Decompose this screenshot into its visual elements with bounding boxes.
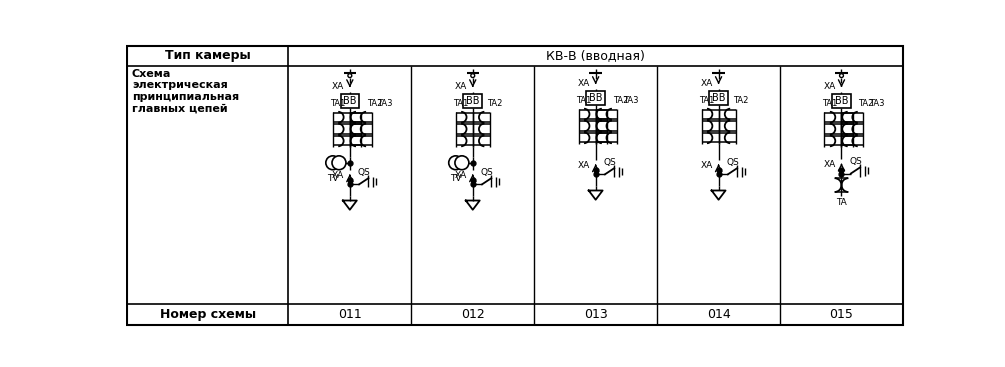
Text: TA1: TA1 (576, 96, 592, 105)
Text: TA1: TA1 (822, 99, 837, 108)
Text: BB: BB (343, 96, 357, 106)
Circle shape (448, 156, 462, 170)
Text: QS: QS (727, 157, 739, 167)
Text: XA: XA (824, 82, 836, 91)
Text: КВ-В (вводная): КВ-В (вводная) (547, 49, 645, 62)
Text: Номер схемы: Номер схемы (160, 308, 256, 321)
Bar (341, 94, 359, 108)
Text: TA2: TA2 (367, 99, 382, 108)
Text: XA: XA (333, 82, 345, 91)
Text: 011: 011 (338, 308, 362, 321)
Text: TA2: TA2 (858, 99, 874, 108)
Text: XA: XA (700, 79, 714, 88)
Circle shape (839, 74, 843, 77)
Text: TA2: TA2 (613, 96, 628, 105)
Text: QS: QS (849, 157, 862, 166)
Circle shape (332, 156, 346, 170)
Text: BB: BB (466, 96, 479, 106)
Text: 015: 015 (829, 308, 853, 321)
Text: XA: XA (578, 79, 590, 88)
Text: 012: 012 (461, 308, 484, 321)
Text: TA1: TA1 (331, 99, 346, 108)
Text: BB: BB (835, 96, 848, 106)
Text: 013: 013 (584, 308, 608, 321)
Text: TV: TV (327, 174, 339, 182)
Text: TA1: TA1 (453, 99, 468, 108)
Text: XA: XA (700, 161, 714, 170)
Text: XA: XA (824, 160, 836, 169)
Text: TA3: TA3 (868, 99, 884, 108)
Text: XA: XA (455, 171, 467, 179)
Text: TA3: TA3 (377, 99, 393, 108)
Text: BB: BB (589, 93, 602, 103)
Text: BB: BB (712, 93, 726, 103)
Text: Схема
электрическая
принципиальная
главных цепей: Схема электрическая принципиальная главн… (132, 69, 239, 113)
Text: Тип камеры: Тип камеры (165, 49, 250, 62)
Text: TA2: TA2 (487, 99, 502, 108)
Text: QS: QS (480, 167, 493, 177)
Text: TA2: TA2 (734, 96, 749, 105)
Text: TV: TV (450, 174, 461, 182)
Text: XA: XA (333, 171, 345, 179)
Text: XA: XA (455, 82, 467, 91)
Text: QS: QS (603, 157, 616, 167)
Circle shape (455, 156, 469, 170)
Circle shape (326, 156, 340, 170)
Text: TA3: TA3 (623, 96, 638, 105)
Text: QS: QS (358, 167, 370, 177)
Bar (832, 94, 851, 108)
Circle shape (348, 74, 352, 77)
Bar (586, 91, 605, 105)
Circle shape (470, 74, 474, 77)
Bar (710, 91, 728, 105)
Text: 014: 014 (707, 308, 731, 321)
Bar (463, 94, 482, 108)
Text: TA1: TA1 (699, 96, 715, 105)
Text: TA: TA (836, 198, 847, 207)
Text: XA: XA (578, 161, 590, 170)
